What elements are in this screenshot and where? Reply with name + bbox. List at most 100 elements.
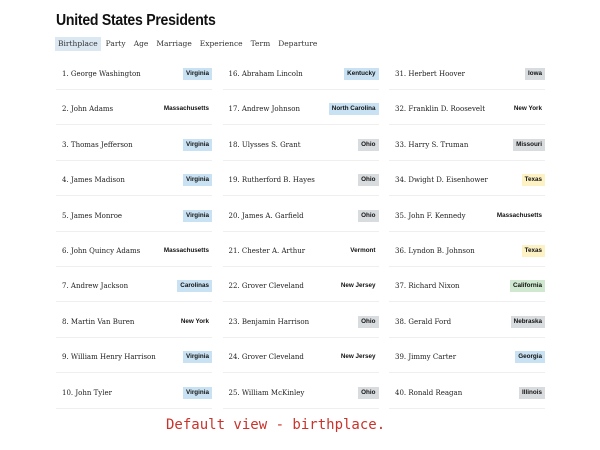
president-name: 5. James Monroe <box>62 211 123 220</box>
birthplace-badge: Virginia <box>183 174 212 187</box>
birthplace-badge: Kentucky <box>344 68 379 80</box>
president-name: 6. John Quincy Adams <box>62 246 141 255</box>
tab-experience[interactable]: Experience <box>199 39 243 48</box>
grid-row: 7. Andrew Jackson Carolinas 22. Grover Cle… <box>56 271 545 306</box>
president-card[interactable]: 40. Ronald Reagan Illinois <box>389 378 545 409</box>
president-card[interactable]: 35. John F. Kennedy Massachusetts <box>389 201 545 232</box>
president-name: 1. George Washington <box>62 70 141 78</box>
birthplace-badge: Nebraska <box>510 315 545 328</box>
president-card[interactable]: 5. James Monroe Virginia <box>56 201 212 232</box>
president-name: 36. Lyndon B. Johnson <box>395 246 475 255</box>
birthplace-badge: New York <box>177 315 212 328</box>
president-name: 34. Dwight D. Eisenhower <box>395 176 488 185</box>
caption: Default view - birthplace. <box>166 417 386 433</box>
president-card[interactable]: 21. Chester A. Arthur Vermont <box>222 236 379 267</box>
birthplace-badge: New York <box>510 103 545 116</box>
president-card[interactable]: 20. James A. Garfield Ohio <box>222 201 379 232</box>
president-card[interactable]: 16. Abraham Lincoln Kentucky <box>222 59 379 90</box>
page-title: United States Presidents <box>56 12 216 29</box>
birthplace-badge: Illinois <box>519 386 545 399</box>
president-card[interactable]: 22. Grover Cleveland New Jersey <box>222 271 379 303</box>
president-name: 9. William Henry Harrison <box>62 353 156 362</box>
birthplace-badge: Iowa <box>525 68 545 80</box>
birthplace-badge: Massachusetts <box>160 103 212 116</box>
president-card[interactable]: 6. John Quincy Adams Massachusetts <box>56 236 212 267</box>
birthplace-badge: Ohio <box>358 174 379 187</box>
tab-party[interactable]: Party <box>105 39 126 48</box>
president-card[interactable]: 25. William McKinley Ohio <box>222 378 379 409</box>
birthplace-badge: Vermont <box>347 244 379 257</box>
birthplace-badge: Virginia <box>183 351 212 364</box>
tab-birthplace[interactable]: Birthplace <box>55 37 101 51</box>
president-name: 21. Chester A. Arthur <box>228 246 306 255</box>
president-card[interactable]: 39. Jimmy Carter Georgia <box>389 342 545 374</box>
president-name: 39. Jimmy Carter <box>395 353 457 362</box>
birthplace-badge: New Jersey <box>337 280 379 293</box>
president-name: 38. Gerald Ford <box>395 317 452 326</box>
president-name: 37. Richard Nixon <box>395 282 460 291</box>
president-name: 4. James Madison <box>62 176 125 185</box>
president-card[interactable]: 7. Andrew Jackson Carolinas <box>56 271 212 303</box>
tab-term[interactable]: Term <box>250 39 271 48</box>
birthplace-badge: California <box>509 280 545 293</box>
president-name: 10. John Tyler <box>62 388 112 397</box>
grid-row: 8. Martin Van Buren New York 23. Benjamin … <box>56 307 545 342</box>
president-card[interactable]: 3. Thomas Jefferson Virginia <box>56 130 212 161</box>
grid-row: 2. John Adams Massachusetts 17. Andrew Joh… <box>56 94 545 129</box>
president-card[interactable]: 24. Grover Cleveland New Jersey <box>222 342 379 374</box>
birthplace-badge: Texas <box>521 244 545 257</box>
birthplace-badge: New Jersey <box>337 351 379 364</box>
president-card[interactable]: 2. John Adams Massachusetts <box>56 94 212 126</box>
president-card[interactable]: 38. Gerald Ford Nebraska <box>389 307 545 338</box>
president-card[interactable]: 4. James Madison Virginia <box>56 165 212 197</box>
president-name: 33. Harry S. Truman <box>395 140 469 149</box>
president-card[interactable]: 34. Dwight D. Eisenhower Texas <box>389 165 545 197</box>
president-name: 23. Benjamin Harrison <box>228 317 310 326</box>
president-card[interactable]: 10. John Tyler Virginia <box>56 378 212 409</box>
president-name: 32. Franklin D. Roosevelt <box>395 105 486 114</box>
president-name: 19. Rutherford B. Hayes <box>228 176 315 185</box>
president-name: 20. James A. Garfield <box>228 211 304 220</box>
president-name: 40. Ronald Reagan <box>395 388 463 397</box>
president-name: 17. Andrew Johnson <box>228 105 300 114</box>
birthplace-badge: Missouri <box>513 138 545 151</box>
president-card[interactable]: 8. Martin Van Buren New York <box>56 307 212 338</box>
president-card[interactable]: 36. Lyndon B. Johnson Texas <box>389 236 545 267</box>
president-name: 2. John Adams <box>62 105 114 114</box>
birthplace-badge: Virginia <box>183 209 212 222</box>
president-card[interactable]: 33. Harry S. Truman Missouri <box>389 130 545 161</box>
birthplace-badge: Ohio <box>358 386 379 399</box>
birthplace-badge: Massachusetts <box>160 244 212 257</box>
birthplace-badge: Texas <box>521 174 545 187</box>
tab-departure[interactable]: Departure <box>278 39 318 48</box>
birthplace-badge: North Carolina <box>328 103 379 116</box>
grid-row: 4. James Madison Virginia 19. Rutherford B… <box>56 165 545 200</box>
president-card[interactable]: 1. George Washington Virginia <box>56 59 212 90</box>
president-card[interactable]: 18. Ulysses S. Grant Ohio <box>222 130 379 161</box>
tab-marriage[interactable]: Marriage <box>156 39 192 48</box>
grid-row: 5. James Monroe Virginia 20. James A. Garf… <box>56 201 545 236</box>
president-card[interactable]: 37. Richard Nixon California <box>389 271 545 303</box>
president-name: 35. John F. Kennedy <box>395 211 466 220</box>
president-card[interactable]: 32. Franklin D. Roosevelt New York <box>389 94 545 126</box>
president-name: 16. Abraham Lincoln <box>228 70 303 78</box>
president-name: 22. Grover Cleveland <box>228 282 304 291</box>
birthplace-badge: Virginia <box>183 68 212 80</box>
president-card[interactable]: 31. Herbert Hoover Iowa <box>389 59 545 90</box>
president-card[interactable]: 23. Benjamin Harrison Ohio <box>222 307 379 338</box>
birthplace-badge: Virginia <box>183 386 212 399</box>
president-name: 7. Andrew Jackson <box>62 282 129 291</box>
grid-row: 10. John Tyler Virginia 25. William McKinl… <box>56 378 545 413</box>
tab-age[interactable]: Age <box>133 39 149 48</box>
birthplace-badge: Georgia <box>515 351 545 364</box>
president-card[interactable]: 19. Rutherford B. Hayes Ohio <box>222 165 379 197</box>
president-name: 25. William McKinley <box>228 388 305 397</box>
view-tabs: Birthplace Party Age Marriage Experience… <box>55 37 322 51</box>
birthplace-badge: Ohio <box>358 138 379 151</box>
birthplace-badge: Ohio <box>358 209 379 222</box>
president-name: 8. Martin Van Buren <box>62 317 135 326</box>
president-name: 18. Ulysses S. Grant <box>228 140 301 149</box>
presidents-grid: 1. George Washington Virginia 16. Abraham … <box>56 59 545 413</box>
president-card[interactable]: 17. Andrew Johnson North Carolina <box>222 94 379 126</box>
president-card[interactable]: 9. William Henry Harrison Virginia <box>56 342 212 374</box>
